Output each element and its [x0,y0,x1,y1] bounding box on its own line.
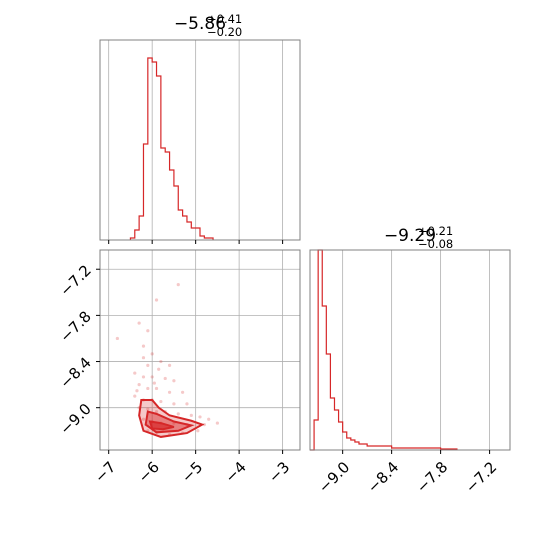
x-tick-label: −6 [135,458,163,486]
x-tick-label: −8.4 [364,458,402,496]
scatter-point [133,394,137,398]
scatter-point [157,367,161,371]
scatter-point [150,352,154,356]
axes-frame [99,249,301,451]
scatter-point [133,371,137,375]
scatter-point [152,381,156,385]
scatter-plot-area [115,283,219,438]
histogram-right-title-sup: +0.21 [418,224,453,238]
scatter-point [146,407,150,411]
scatter-point [189,413,193,417]
scatter-point [202,423,206,427]
scatter-point [163,376,167,381]
scatter-point [172,402,176,406]
histogram-right-title: −9.29 [384,226,436,246]
x-tick-label: −7 [91,458,119,486]
histogram-right-title-sub: −0.08 [418,237,453,251]
scatter-point [172,379,176,383]
scatter-point [115,336,119,341]
scatter-point [135,389,139,393]
scatter-point [141,375,146,379]
scatter-point [185,402,189,406]
scatter-point [167,363,172,367]
scatter-point [154,386,159,391]
scatter-point [159,359,163,364]
histogram-top-title-sup: +0.41 [207,12,242,26]
axes-frame [309,249,511,451]
scatter-point [137,383,141,387]
histogram-panel-top: −5.86 +0.41 −0.20 [99,12,301,244]
x-tick-label: −7.2 [462,458,500,496]
histogram-step-line [129,57,214,240]
scatter-point [215,421,219,425]
scatter-point [176,412,180,416]
x-tick-label: −3 [265,458,293,486]
scatter-point [137,321,141,325]
y-tick-label: −9.0 [56,400,94,438]
scatter-point [146,363,150,367]
x-tick-label: −9.0 [315,458,353,496]
y-tick-label: −7.2 [56,261,94,299]
histogram-top-title: −5.86 [174,14,226,34]
scatter-point [176,283,180,287]
scatter-point [159,399,163,404]
scatter-point [207,417,211,421]
scatter-point [196,429,200,433]
scatter-point [146,386,150,391]
scatter-point [167,390,172,394]
scatter-point [154,409,159,414]
scatter-point [154,298,159,302]
histogram-top-title-sub: −0.20 [207,25,242,39]
scatter-panel: −7 −6 −5 −4 −3 −7.2 −7.8 −8.4 −9.0 [56,249,301,486]
x-tick-label: −5 [178,458,206,486]
scatter-point [146,329,150,333]
y-tick-label: −7.8 [56,307,94,345]
scatter-point [150,375,154,379]
density-contour [148,420,175,431]
x-tick-label: −4 [222,458,250,486]
histogram-panel-right: −9.29 +0.21 −0.08 −9.0 −8.4 −7.8 −7.2 [309,224,511,497]
histogram-step-line [310,249,458,451]
scatter-point [141,417,146,421]
x-tick-label: −7.8 [413,458,451,496]
scatter-point [181,390,185,394]
axes-frame [99,39,301,241]
scatter-point [141,356,146,360]
y-tick-label: −8.4 [56,354,94,392]
scatter-point [141,344,146,348]
scatter-point [198,415,202,419]
